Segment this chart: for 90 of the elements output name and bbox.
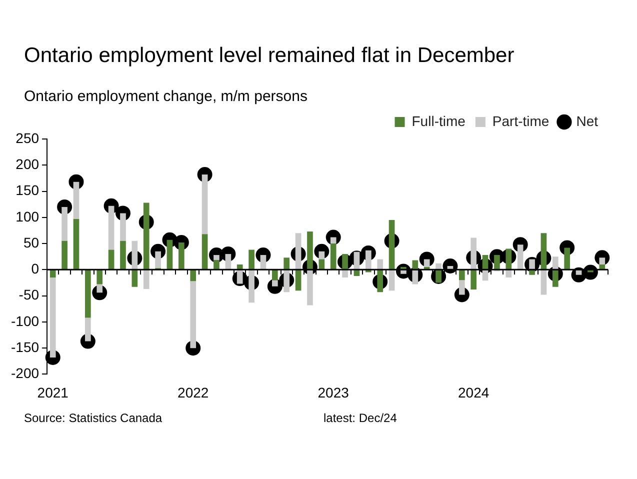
x-tick-label: 2023 (318, 384, 350, 400)
bar (85, 270, 91, 318)
y-tick-label: -200 (10, 365, 40, 382)
bar (96, 284, 103, 293)
bar (494, 255, 500, 270)
bar (552, 256, 558, 270)
bar (388, 270, 395, 291)
legend-label: Full-time (412, 112, 466, 129)
bar (517, 244, 524, 270)
source-note: Source: Statistics Canada (24, 411, 164, 425)
bar (190, 281, 196, 348)
bar (272, 270, 278, 280)
bar (202, 174, 208, 234)
bar (120, 213, 126, 241)
y-tick-label: -150 (10, 338, 40, 355)
bar (260, 255, 266, 270)
bar (85, 318, 91, 342)
bar (50, 278, 56, 358)
bar (354, 252, 360, 270)
y-tick-label: 150 (16, 182, 40, 198)
y-tick-label: 200 (16, 156, 40, 172)
y-tick-label: -100 (10, 312, 40, 329)
bar (482, 255, 488, 270)
bar (248, 250, 254, 270)
bar (307, 270, 313, 306)
bar (225, 254, 232, 270)
text: latest: Dec/24 (324, 411, 398, 425)
bar (318, 259, 325, 270)
bar (178, 242, 184, 270)
bar (108, 206, 114, 250)
bar (132, 240, 138, 270)
bar (377, 259, 384, 270)
bar (564, 248, 570, 270)
bar (482, 270, 488, 281)
y-tick-label: -50 (18, 286, 40, 303)
bar (458, 270, 465, 280)
bar (354, 270, 360, 276)
bar (342, 270, 348, 278)
bar (143, 202, 150, 270)
bar (143, 270, 150, 290)
y-tick-label: 250 (16, 130, 40, 146)
bar (50, 270, 56, 278)
bar (202, 234, 208, 270)
bar (166, 240, 173, 270)
bar (108, 250, 114, 270)
x-tick-label: 2022 (178, 384, 209, 400)
bar (506, 248, 512, 270)
bar (73, 218, 80, 270)
bar (330, 244, 336, 270)
bar (365, 250, 372, 270)
bar (388, 220, 395, 270)
chart-title: Ontario employment level remained flat in December (23, 43, 516, 68)
bar (248, 270, 254, 303)
y-tick-label: 100 (16, 208, 40, 224)
bar (506, 270, 512, 278)
bar (73, 182, 80, 219)
bar (540, 270, 547, 295)
bar (377, 270, 384, 292)
bar (62, 240, 68, 270)
bar (470, 270, 477, 290)
bar (295, 270, 302, 291)
bar (284, 270, 290, 292)
bar (236, 270, 243, 284)
x-tick-label: 2021 (37, 384, 69, 400)
bar (470, 238, 477, 270)
bar (155, 251, 161, 268)
bar (62, 206, 68, 241)
bar (552, 270, 558, 287)
bar (412, 260, 418, 270)
bar (284, 258, 290, 270)
bar (458, 280, 465, 295)
x-tick-label: 2024 (458, 384, 490, 400)
bar (307, 232, 313, 270)
bar (540, 233, 547, 270)
legend-label: Net (576, 112, 598, 129)
bar (412, 270, 418, 284)
bar (96, 270, 103, 284)
bar (529, 270, 535, 275)
bar (599, 264, 606, 270)
legend-label: Part-time (492, 112, 550, 129)
y-tick-label: 50 (23, 234, 40, 250)
bar (120, 240, 126, 270)
bar (132, 270, 138, 287)
bar (436, 263, 442, 270)
bar (214, 260, 220, 270)
y-axis-title: Ontario employment change, m/m persons (23, 87, 308, 105)
y-tick-label: 0 (31, 260, 40, 277)
bar (236, 264, 243, 270)
bar (190, 270, 196, 282)
bar (295, 233, 302, 270)
